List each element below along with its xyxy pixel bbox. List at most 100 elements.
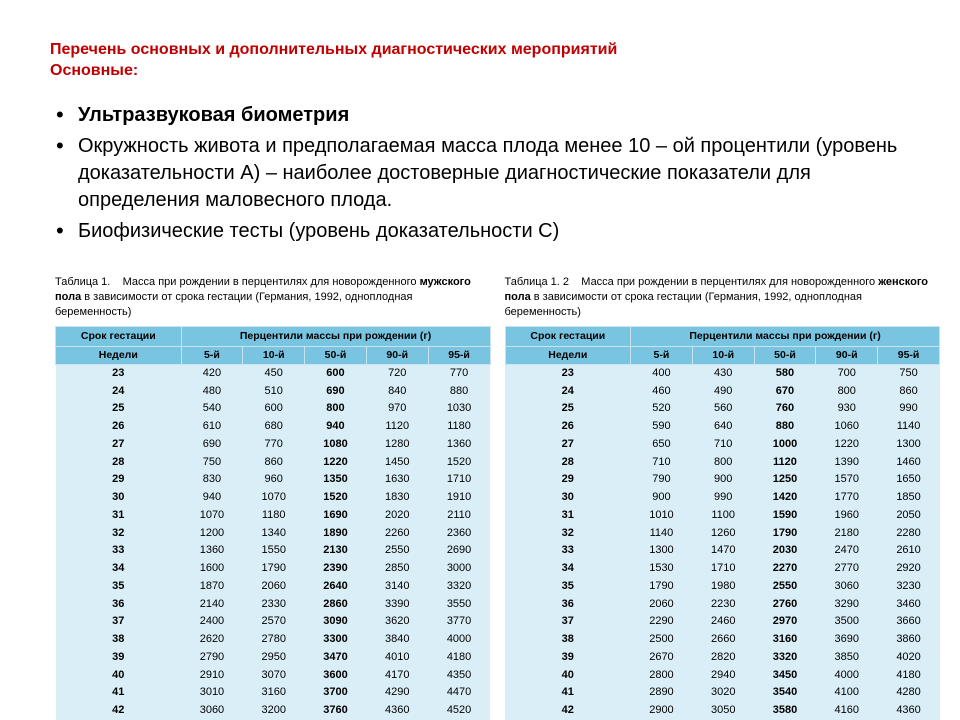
table-row: 25520560760930990	[505, 400, 940, 418]
table-cell: 2640	[305, 578, 367, 596]
table-cell: 4350	[428, 667, 490, 685]
table-cell: 560	[692, 400, 754, 418]
table-cell: 3760	[305, 702, 367, 720]
table-cell: 3620	[366, 613, 428, 631]
table-cell: 27	[505, 436, 631, 454]
table-row: 3826202780330038404000	[56, 631, 491, 649]
table-female-caption: Таблица 1. 2 Масса при рождении в перцен…	[505, 275, 941, 320]
table-cell: 2280	[878, 525, 940, 543]
table-cell: 34	[56, 560, 182, 578]
table-cell: 1300	[631, 542, 693, 560]
table-female-body: 2340043058070075024460490670800860255205…	[505, 364, 940, 720]
table-cell: 34	[505, 560, 631, 578]
table-cell: 3200	[243, 702, 305, 720]
table-male-body: 2342045060072077024480510690840880255406…	[56, 364, 491, 720]
table-cell: 2970	[754, 613, 816, 631]
table-cell: 2050	[878, 507, 940, 525]
table-cell: 900	[631, 489, 693, 507]
table-cell: 2860	[305, 596, 367, 614]
table-cell: 3000	[428, 560, 490, 578]
table-row: 27650710100012201300	[505, 436, 940, 454]
caption-prefix: Таблица 1. 2	[505, 276, 570, 288]
table-cell: 3020	[692, 684, 754, 702]
table-cell: 40	[505, 667, 631, 685]
table-cell: 510	[243, 383, 305, 401]
table-cell: 38	[56, 631, 182, 649]
table-cell: 36	[505, 596, 631, 614]
table-cell: 450	[243, 364, 305, 382]
table-cell: 1590	[754, 507, 816, 525]
table-cell: 1470	[692, 542, 754, 560]
table-cell: 1300	[878, 436, 940, 454]
table-cell: 32	[56, 525, 182, 543]
table-cell: 1220	[816, 436, 878, 454]
table-cell: 4020	[878, 649, 940, 667]
table-cell: 2950	[243, 649, 305, 667]
table-cell: 28	[505, 454, 631, 472]
table-cell: 3460	[878, 596, 940, 614]
table-cell: 2270	[754, 560, 816, 578]
table-cell: 4470	[428, 684, 490, 702]
table-cell: 880	[428, 383, 490, 401]
table-cell: 42	[56, 702, 182, 720]
table-cell: 540	[181, 400, 243, 418]
table-cell: 4180	[428, 649, 490, 667]
table-cell: 1570	[816, 471, 878, 489]
table-cell: 800	[692, 454, 754, 472]
table-cell: 2260	[366, 525, 428, 543]
table-cell: 32	[505, 525, 631, 543]
table-cell: 3690	[816, 631, 878, 649]
table-cell: 27	[56, 436, 182, 454]
table-cell: 2030	[754, 542, 816, 560]
table-cell: 3500	[816, 613, 878, 631]
table-cell: 900	[692, 471, 754, 489]
table-cell: 2780	[243, 631, 305, 649]
table-cell: 2610	[878, 542, 940, 560]
table-cell: 760	[754, 400, 816, 418]
table-cell: 400	[631, 364, 693, 382]
table-cell: 2500	[631, 631, 693, 649]
table-cell: 4000	[816, 667, 878, 685]
table-cell: 3860	[878, 631, 940, 649]
table-cell: 24	[56, 383, 182, 401]
col-p5: 5-й	[181, 346, 243, 364]
table-cell: 3060	[181, 702, 243, 720]
table-cell: 940	[305, 418, 367, 436]
table-cell: 3290	[816, 596, 878, 614]
table-row: 3825002660316036903860	[505, 631, 940, 649]
table-cell: 25	[56, 400, 182, 418]
table-cell: 970	[366, 400, 428, 418]
table-cell: 33	[505, 542, 631, 560]
table-cell: 4180	[878, 667, 940, 685]
table-row: 3722902460297035003660	[505, 613, 940, 631]
table-male-block: Таблица 1. Масса при рождении в перценти…	[55, 275, 491, 720]
table-cell: 1980	[692, 578, 754, 596]
table-row: 29830960135016301710	[56, 471, 491, 489]
table-cell: 3580	[754, 702, 816, 720]
table-cell: 830	[181, 471, 243, 489]
table-row: 29790900125015701650	[505, 471, 940, 489]
table-cell: 4520	[428, 702, 490, 720]
table-cell: 2330	[243, 596, 305, 614]
table-cell: 25	[505, 400, 631, 418]
slide-title: Перечень основных и дополнительных диагн…	[50, 40, 910, 82]
table-cell: 1690	[305, 507, 367, 525]
table-row: 4230603200376043604520	[56, 702, 491, 720]
col-p90: 90-й	[816, 346, 878, 364]
table-cell: 3700	[305, 684, 367, 702]
table-cell: 40	[56, 667, 182, 685]
col-week-header: Срок гестации	[56, 326, 182, 346]
table-cell: 2670	[631, 649, 693, 667]
table-cell: 940	[181, 489, 243, 507]
table-row: 3518702060264031403320	[56, 578, 491, 596]
table-cell: 23	[505, 364, 631, 382]
table-cell: 1710	[428, 471, 490, 489]
table-cell: 1770	[816, 489, 878, 507]
table-row: 3110101100159019602050	[505, 507, 940, 525]
bullet-text: Окружность живота и предполагаемая масса…	[78, 135, 897, 211]
table-cell: 1790	[631, 578, 693, 596]
table-cell: 2400	[181, 613, 243, 631]
table-cell: 3660	[878, 613, 940, 631]
col-p5: 5-й	[631, 346, 693, 364]
col-p50: 50-й	[754, 346, 816, 364]
